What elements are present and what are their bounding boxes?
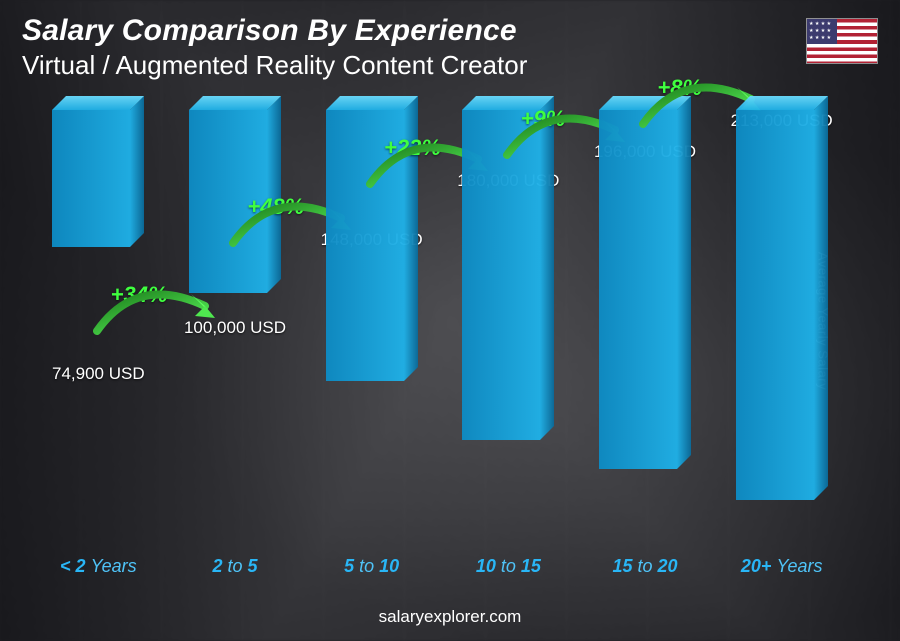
- chart-subtitle: Virtual / Augmented Reality Content Crea…: [22, 50, 527, 81]
- flag-icon: [806, 18, 878, 64]
- bar: [462, 110, 554, 440]
- bar: [189, 110, 281, 293]
- bar-slot: +9%196,000 USD: [577, 110, 714, 547]
- bar-slot: +48%148,000 USD: [303, 110, 440, 547]
- value-label: 74,900 USD: [52, 364, 145, 384]
- bar-slot: +34%100,000 USD: [167, 110, 304, 547]
- chart-area: 74,900 USD +34%100,000 USD+48%148,000 USD…: [30, 110, 850, 577]
- xaxis-label: 5 to 10: [303, 556, 440, 577]
- xaxis-label: 15 to 20: [577, 556, 714, 577]
- header: Salary Comparison By Experience Virtual …: [22, 14, 878, 81]
- chart-title: Salary Comparison By Experience: [22, 14, 527, 48]
- xaxis-label: 2 to 5: [167, 556, 304, 577]
- footer-site: salaryexplorer.com: [0, 607, 900, 627]
- bar-slot: +8%213,000 USD: [713, 110, 850, 547]
- xaxis: < 2 Years2 to 55 to 1010 to 1515 to 2020…: [30, 556, 850, 577]
- value-label: 100,000 USD: [184, 318, 286, 338]
- bar-slot: 74,900 USD: [30, 110, 167, 547]
- bar: [326, 110, 418, 381]
- bar: [736, 110, 828, 500]
- title-block: Salary Comparison By Experience Virtual …: [22, 14, 527, 81]
- xaxis-label: < 2 Years: [30, 556, 167, 577]
- xaxis-label: 20+ Years: [713, 556, 850, 577]
- bar-slot: +22%180,000 USD: [440, 110, 577, 547]
- bar-container: 74,900 USD +34%100,000 USD+48%148,000 USD…: [30, 110, 850, 547]
- xaxis-label: 10 to 15: [440, 556, 577, 577]
- bar: [599, 110, 691, 469]
- bar: [52, 110, 144, 247]
